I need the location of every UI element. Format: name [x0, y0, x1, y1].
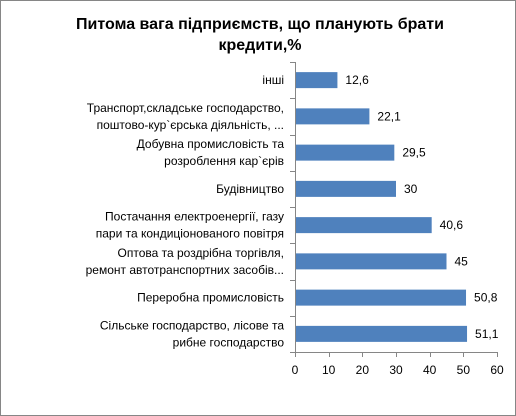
category-label: Будівництво: [216, 182, 284, 196]
bar: [296, 72, 338, 89]
bar: [296, 289, 467, 306]
data-label: 22,1: [377, 109, 401, 123]
category-label: Транспорт,складське господарство,: [87, 101, 284, 115]
data-label: 30: [404, 182, 418, 196]
bar: [296, 108, 370, 125]
chart-title: Питома вага підприємств, що планують бра…: [60, 14, 460, 56]
x-tick-label: 50: [457, 363, 471, 377]
category-label: рибне господарство: [173, 335, 285, 349]
bar: [296, 180, 396, 197]
category-label: ремонт автотранспортних засобів...: [86, 263, 284, 277]
chart-title-line-2: кредити,%: [218, 37, 302, 54]
x-tick-label: 60: [490, 363, 504, 377]
data-label: 50,8: [474, 291, 498, 305]
bar: [296, 253, 447, 270]
category-label: Постачання електроенергії, газу: [105, 210, 284, 224]
category-label: інші: [262, 73, 284, 87]
category-label: пари та кондиціонованого повітря: [96, 227, 284, 241]
category-label: розроблення кар`єрів: [164, 154, 284, 168]
bar: [296, 217, 432, 234]
x-tick-label: 10: [322, 363, 336, 377]
x-tick-label: 20: [356, 363, 370, 377]
x-tick-label: 30: [389, 363, 403, 377]
x-tick-label: 0: [292, 363, 299, 377]
category-label: Переробна промисловість: [137, 291, 284, 305]
data-label: 29,5: [402, 146, 426, 160]
data-label: 45: [455, 254, 469, 268]
category-label: Добувна промисловість та: [137, 137, 285, 151]
category-label: Сільське господарство, лісове та: [100, 318, 284, 332]
data-label: 12,6: [345, 73, 369, 87]
chart-title-line-1: Питома вага підприємств, що планують бра…: [76, 16, 444, 33]
data-label: 40,6: [440, 218, 464, 232]
bar: [296, 144, 395, 161]
category-label: поштово-кур`єрська діяльність, ...: [97, 118, 284, 132]
data-label: 51,1: [475, 327, 499, 341]
bar: [296, 325, 468, 342]
x-tick-label: 40: [423, 363, 437, 377]
category-label: Оптова та роздрібна торгівля,: [118, 246, 284, 260]
